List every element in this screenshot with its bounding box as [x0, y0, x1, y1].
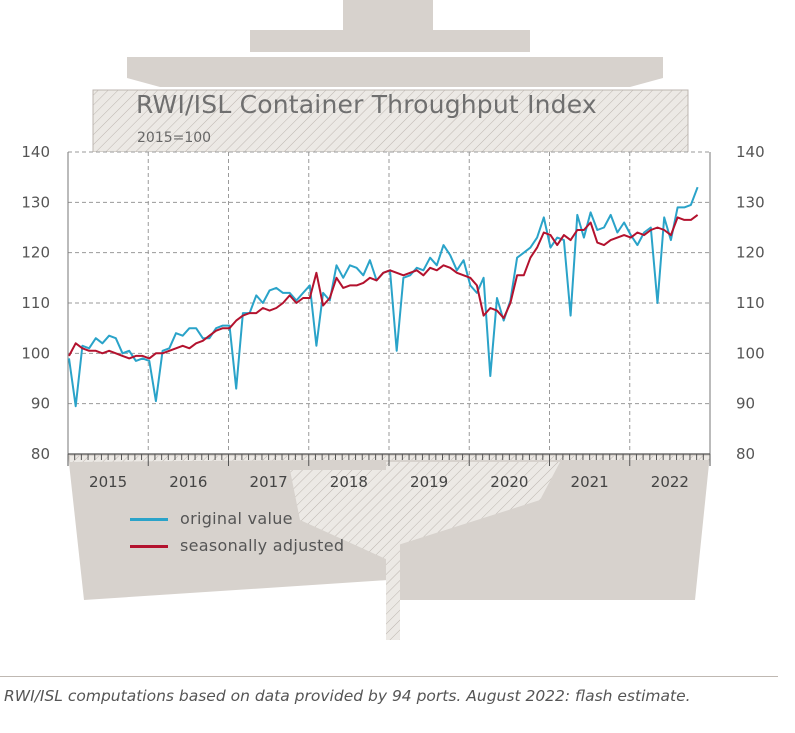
footnote-divider: [0, 676, 778, 677]
grid-lines: [67, 151, 711, 455]
y-tick-label-right: 80: [736, 445, 755, 463]
y-tick-label-left: 110: [21, 294, 50, 312]
y-axis-left: 80 90 100 110 120 130 140: [21, 143, 50, 463]
series-group: [68, 186, 699, 408]
y-tick-label-left: 140: [21, 143, 50, 161]
y-tick-label-right: 140: [736, 143, 765, 161]
x-tick-label: 2021: [571, 473, 609, 491]
y-tick-label-left: 120: [21, 244, 50, 262]
y-tick-label-left: 100: [21, 344, 50, 362]
legend-swatch-seasonally-adjusted: [130, 545, 168, 548]
y-tick-label-right: 130: [736, 193, 765, 211]
y-tick-label-right: 100: [736, 344, 765, 362]
series-line-seasonally-adjusted: [68, 214, 699, 360]
x-tick-label: 2017: [250, 473, 288, 491]
y-tick-label-left: 80: [31, 445, 50, 463]
x-axis: 2015 2016 2017 2018 2019 2020 2021 2022: [67, 454, 711, 491]
chart-title: RWI/ISL Container Throughput Index: [136, 90, 597, 119]
y-tick-label-right: 90: [736, 395, 755, 413]
x-tick-label: 2015: [89, 473, 127, 491]
y-axis-right: 80 90 100 110 120 130 140: [736, 143, 765, 463]
legend-label-original: original value: [180, 509, 293, 528]
legend-swatch-original: [130, 518, 168, 521]
chart-subtitle: 2015=100: [137, 130, 212, 146]
x-tick-label: 2020: [490, 473, 528, 491]
legend-label-seasonally-adjusted: seasonally adjusted: [180, 536, 345, 555]
x-tick-label: 2022: [651, 473, 689, 491]
y-tick-label-left: 130: [21, 193, 50, 211]
y-tick-label-right: 110: [736, 294, 765, 312]
y-tick-label-right: 120: [736, 244, 765, 262]
x-tick-label: 2019: [410, 473, 448, 491]
footnote: RWI/ISL computations based on data provi…: [4, 687, 691, 705]
x-tick-label: 2016: [169, 473, 207, 491]
y-tick-label-left: 90: [31, 395, 50, 413]
ship-decoration: [68, 0, 710, 640]
x-tick-label: 2018: [330, 473, 368, 491]
